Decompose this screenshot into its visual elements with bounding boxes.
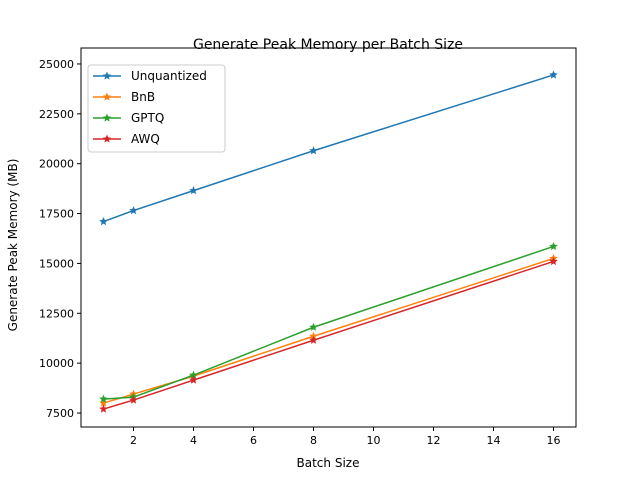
y-tick-label: 25000 (39, 58, 74, 71)
y-tick-label: 22500 (39, 108, 74, 121)
y-axis-label: Generate Peak Memory (MB) (6, 159, 20, 332)
series-line (103, 245, 554, 400)
data-point (309, 322, 318, 331)
legend-label: Unquantized (131, 69, 207, 83)
legend-marker (102, 113, 112, 122)
series-line (103, 260, 554, 410)
x-tick-label: 8 (310, 434, 317, 447)
data-point (129, 206, 138, 215)
data-point (129, 395, 138, 404)
data-point (189, 186, 198, 195)
series-unquantized (99, 70, 558, 226)
data-point (309, 146, 318, 155)
y-tick-label: 10000 (39, 357, 74, 370)
x-tick-label: 2 (130, 434, 137, 447)
data-point (189, 370, 198, 379)
x-tick-label: 12 (427, 434, 441, 447)
data-point (99, 217, 108, 226)
legend-box (87, 64, 226, 153)
y-tick-label: 20000 (39, 158, 74, 171)
x-tick-label: 10 (367, 434, 381, 447)
chart-title: Generate Peak Memory per Batch Size (193, 37, 463, 53)
series-awq (99, 256, 558, 413)
x-tick-label: 4 (190, 434, 197, 447)
data-point (549, 242, 558, 251)
y-tick-label: 7500 (46, 407, 74, 420)
data-point (99, 404, 108, 413)
y-tick-label: 12500 (39, 307, 74, 320)
data-point (549, 70, 558, 79)
legend: Unquantized BnB GPTQ AWQ (87, 64, 226, 153)
y-tick-label: 17500 (39, 208, 74, 221)
data-point (99, 398, 108, 407)
legend-label: AWQ (131, 132, 160, 146)
y-tick-label: 15000 (39, 257, 74, 270)
legend-marker (102, 134, 112, 143)
data-point (99, 394, 108, 403)
legend-marker (102, 92, 112, 101)
series-line (103, 257, 554, 404)
x-tick-label: 14 (487, 434, 501, 447)
x-axis-label: Batch Size (297, 456, 360, 470)
legend-label: BnB (131, 90, 155, 104)
legend-marker (102, 71, 112, 80)
series-gptq (99, 242, 558, 403)
data-point (309, 335, 318, 344)
data-point (189, 375, 198, 384)
data-point (549, 256, 558, 266)
plot-frame (80, 47, 577, 428)
legend-label: GPTQ (131, 111, 164, 125)
x-tick-label: 6 (250, 434, 257, 447)
x-tick-label: 16 (547, 434, 561, 447)
